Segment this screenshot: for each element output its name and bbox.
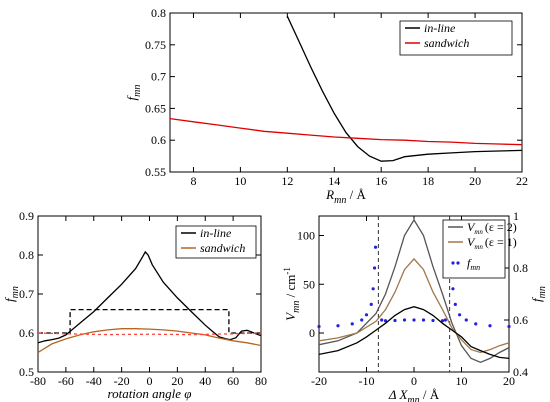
bottomright-y2tick-label-1: 0.6 — [513, 313, 528, 327]
bottomright-dot-4 — [364, 313, 369, 317]
bottomleft-legend-box — [175, 225, 257, 259]
bottomright-dot-22 — [458, 313, 462, 317]
top-y-axis-label: fmn — [124, 85, 143, 101]
bottomright-dot-5 — [369, 302, 373, 306]
bottomright-y2tick-label-3: 1 — [513, 209, 519, 223]
bottomright-series-line-0 — [319, 218, 509, 364]
bottomleft-x-axis-label: rotation angle φ — [108, 386, 192, 401]
top-series-line-1 — [170, 117, 522, 146]
top-legend-label-1: sandwich — [424, 36, 469, 50]
bottomright-y2tick-label-0: 0.4 — [513, 365, 528, 379]
bottomleft-xtick-label-7: 60 — [227, 374, 239, 388]
top-ytick-label-1: 0.6 — [151, 133, 166, 147]
top-xtick-label-6: 20 — [469, 174, 481, 188]
top-legend-label-0: in-line — [424, 21, 456, 35]
bottomleft-ytick-label-4: 0.9 — [19, 209, 34, 223]
bottomleft-xtick-label-4: 0 — [147, 374, 153, 388]
bottomright-legend-label-0: Vmn (ε = 2) — [467, 220, 517, 236]
bottomright-dot-25 — [488, 324, 492, 328]
bottomright-xtick-label-2: 0 — [411, 374, 417, 388]
bottomright-dot-16 — [440, 319, 445, 323]
bottomright-dot-10 — [383, 319, 388, 323]
bottomright-legend-label-1: Vmn (ε = 1) — [467, 235, 517, 251]
top-ytick-label-5: 0.8 — [151, 6, 166, 20]
bottomright-dot-1 — [336, 324, 340, 328]
bottomright-dot-9 — [380, 318, 384, 322]
bottomright-dot-3 — [360, 318, 364, 322]
bottomleft-xtick-label-0: -80 — [30, 374, 46, 388]
bottomleft-y-axis-label: fmn — [2, 286, 21, 302]
top-xtick-label-5: 18 — [422, 174, 434, 188]
top-ytick-label-3: 0.7 — [151, 70, 166, 84]
bottomright-series-line-2 — [319, 306, 509, 360]
bottomleft-xtick-label-6: 40 — [199, 374, 211, 388]
bottomleft-legend-label-0: in-line — [200, 226, 232, 240]
bottomright-xtick-label-3: 10 — [456, 374, 468, 388]
bottomright-dot-7 — [372, 266, 377, 270]
bottomright-dot-21 — [453, 302, 457, 306]
top-xtick-label-4: 16 — [375, 174, 387, 188]
bottomright-legend-dot-a — [451, 261, 455, 265]
bottomright-dot-17 — [443, 318, 447, 322]
top-legend-box — [399, 20, 513, 56]
bottomright-dot-24 — [474, 322, 478, 326]
bottomright-legend-label-dots: fmn — [467, 256, 480, 272]
bottomleft-ytick-label-0: 0.5 — [19, 365, 34, 379]
bottomright-dot-0 — [317, 324, 321, 329]
bottomright-dot-11 — [393, 318, 397, 323]
bottomright-xtick-label-4: 20 — [503, 374, 515, 388]
bottomleft-ytick-label-2: 0.7 — [19, 287, 34, 301]
bottomleft-xtick-label-8: 80 — [255, 374, 267, 388]
bottomright-dot-15 — [431, 318, 435, 323]
bottomright-y2-axis-label: fmn — [529, 286, 548, 302]
bottomright-ytick-label-2: 50 — [303, 277, 315, 291]
bottomleft-series-line-1 — [38, 328, 261, 354]
bottomright-dot-12 — [402, 318, 407, 322]
bottomright-series-line-1 — [319, 257, 509, 354]
top-ytick-label-0: 0.55 — [145, 165, 166, 179]
bottomleft-xtick-label-1: -60 — [58, 374, 74, 388]
bottomright-dot-13 — [412, 318, 416, 322]
chart-bottom-left: -80 -60 -40 -20 0 20 40 60 80 0.5 0.6 0.7 0.8 0.9 rota… — [2, 209, 267, 401]
bottomleft-xtick-label-3: -20 — [114, 374, 130, 388]
bottomleft-ytick-label-3: 0.8 — [19, 248, 34, 262]
bottomright-legend-dot-b — [456, 261, 460, 265]
bottomleft-legend-label-1: sandwich — [200, 241, 245, 255]
top-ytick-label-2: 0.65 — [145, 101, 166, 115]
top-xtick-label-3: 14 — [328, 174, 340, 188]
bottomright-legend-box — [442, 219, 506, 279]
top-xtick-label-0: 8 — [190, 174, 196, 188]
bottomright-y-axis-label: Vmn / cm-1 — [282, 267, 302, 321]
bottomright-dot-2 — [350, 322, 354, 326]
bottomright-dot-23 — [464, 318, 468, 322]
top-xtick-label-7: 22 — [516, 174, 528, 188]
bottomright-x-axis-label: Δ Xmn / Å — [388, 387, 440, 402]
chart-top: 8 10 12 14 16 18 20 22 0.55 0.6 0.65 0.7 0.75 0.8 Rmn … — [124, 6, 528, 206]
top-xtick-label-1: 10 — [234, 174, 246, 188]
bottomright-dot-26 — [507, 324, 511, 329]
top-plot-frame — [169, 12, 523, 173]
top-series-line-0 — [286, 15, 522, 162]
top-x-axis-label: Rmn / Å — [325, 187, 366, 206]
bottomleft-ytick-label-1: 0.6 — [19, 326, 34, 340]
top-xtick-label-2: 12 — [281, 174, 293, 188]
bottomright-y2tick-label-2: 0.8 — [513, 261, 528, 275]
bottomright-dot-14 — [421, 318, 426, 322]
bottomleft-xtick-label-5: 20 — [171, 374, 183, 388]
chart-bottom-right: -20 -10 0 10 20 0 50 100 0.4 0.6 0.8 1 fmn Δ Xmn / Å V… — [282, 209, 548, 402]
bottomleft-series-line-2 — [38, 308, 261, 334]
bottomright-dot-6 — [371, 287, 375, 291]
bottomleft-xtick-label-2: -40 — [86, 374, 102, 388]
bottomright-dot-20 — [451, 287, 455, 291]
bottomright-xtick-label-1: -10 — [359, 374, 375, 388]
bottomright-dot-8 — [373, 245, 378, 249]
bottomright-ytick-label-1: 0 — [309, 326, 315, 340]
bottomleft-series-line-3 — [38, 332, 261, 336]
bottomright-ytick-label-3: 100 — [297, 229, 315, 243]
bottomright-xtick-label-0: -20 — [311, 374, 327, 388]
top-ytick-label-4: 0.75 — [145, 38, 166, 52]
bottomleft-series-line-0 — [38, 250, 261, 344]
